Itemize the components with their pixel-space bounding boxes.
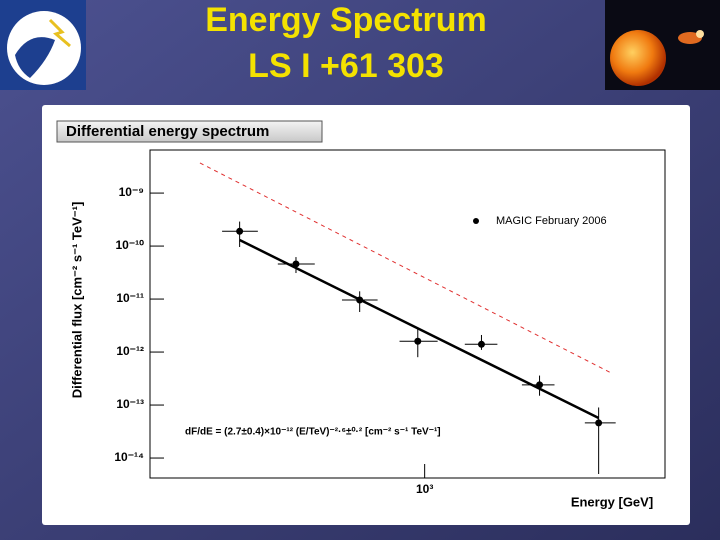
slide-title: Energy Spectrum (205, 1, 487, 39)
chart-title-box (56, 120, 323, 143)
data-point (595, 419, 603, 427)
x-tick-label: 10³ (416, 482, 433, 496)
legend-marker (473, 218, 479, 224)
plot-frame (149, 149, 666, 479)
data-point (292, 260, 300, 268)
data-point (477, 340, 485, 348)
data-point (536, 381, 544, 389)
fit-line (239, 238, 600, 420)
data-point (414, 337, 422, 345)
y-tick-label: 10⁻¹¹ (116, 291, 144, 305)
chart-panel (42, 105, 690, 525)
data-point (356, 296, 364, 304)
dashed-line (199, 162, 612, 374)
y-tick-label: 10⁻¹⁰ (116, 238, 145, 252)
fit-annotation: dF/dE = (2.7±0.4)×10⁻¹² (E/TeV)⁻²·⁶±⁰·² … (185, 427, 441, 438)
y-tick-label: 10⁻¹³ (116, 397, 144, 411)
y-tick-label: 10⁻¹⁴ (114, 450, 144, 464)
slide-subtitle: LS I +61 303 (248, 47, 444, 85)
y-axis-label: Differential flux [cm⁻² s⁻¹ TeV⁻¹] (69, 202, 84, 399)
plot-area (199, 162, 616, 474)
x-axis-label: Energy [GeV] (571, 494, 653, 509)
data-point (236, 227, 244, 235)
y-tick-label: 10⁻¹² (116, 344, 144, 358)
legend-label: MAGIC February 2006 (496, 215, 607, 227)
y-tick-label: 10⁻⁹ (119, 185, 144, 199)
logo (0, 0, 86, 90)
star-image (605, 0, 720, 90)
chart-title: Differential energy spectrum (66, 123, 269, 140)
